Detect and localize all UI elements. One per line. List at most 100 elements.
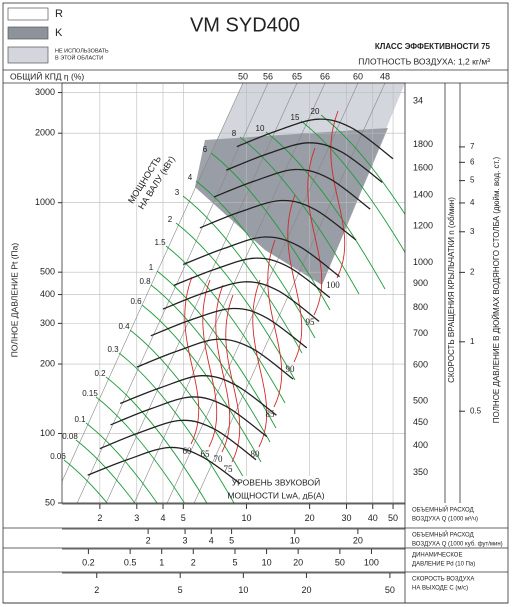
top-label: 34	[413, 95, 423, 105]
speed-label: 900	[413, 278, 428, 288]
power-line	[105, 376, 208, 503]
x-tick-label: 4	[209, 535, 214, 545]
speed-curve	[183, 236, 340, 278]
y2-tick-label: 6	[470, 157, 475, 166]
speed-curve	[119, 375, 277, 416]
x-tick-label: 5	[181, 513, 186, 523]
power-label: 0.15	[82, 389, 98, 398]
power-line	[150, 284, 271, 443]
sound-title: УРОВЕНЬ ЗВУКОВОЙ	[232, 476, 320, 487]
efficiency-line	[193, 83, 386, 503]
y2-tick-label: 2	[470, 267, 475, 276]
speed-curve	[136, 338, 294, 380]
power-line	[195, 180, 316, 339]
sound-line	[252, 279, 268, 448]
efficiency-line	[62, 83, 244, 483]
plot-frame	[61, 82, 406, 504]
speed-label: 1800	[413, 139, 433, 149]
efficiency-class: КЛАСС ЭФФЕКТИВНОСТИ 75	[375, 42, 491, 51]
power-line	[300, 120, 405, 254]
power-label: 8	[232, 129, 237, 138]
sound-label: 70	[214, 454, 224, 464]
efficiency-label: 60	[353, 71, 363, 81]
legend-swatch	[7, 26, 49, 40]
y2-tick-label: 4	[470, 198, 475, 207]
x-axis-label: ДАВЛЕНИЕ Pd (10 Па)	[412, 562, 475, 568]
speed-label: 1200	[413, 220, 433, 230]
power-label: 20	[311, 107, 320, 116]
speed-curve	[213, 168, 371, 210]
speed-curve	[150, 307, 308, 349]
x-tick-label: 10	[241, 513, 251, 523]
power-line	[118, 352, 235, 503]
efficiency-label: 48	[380, 71, 390, 81]
plot-area	[62, 83, 405, 503]
power-line	[265, 131, 386, 290]
y2-axis-label: ПОЛНОЕ ДАВЛЕНИЕ В ДЮЙМАХ ВОДЯНОГО СТОЛБА…	[492, 156, 501, 423]
speed-label: 400	[413, 440, 428, 450]
speed-label: 600	[413, 360, 428, 370]
speed-label: 1600	[413, 163, 433, 173]
power-line	[63, 459, 108, 503]
power-line	[182, 195, 303, 354]
power-label: 6	[203, 145, 208, 154]
x-axis-label: ОБЪЕМНЫЙ РАСХОД	[412, 506, 474, 514]
efficiency-label: 50	[238, 71, 248, 81]
x-axis-label: ДИНАМИЧЕСКОЕ	[412, 553, 462, 559]
power-line	[210, 152, 331, 311]
power-line	[95, 396, 185, 503]
x-tick-label: 3	[183, 535, 188, 545]
x-tick-label: 40	[368, 513, 378, 523]
legend-swatch	[7, 46, 49, 64]
y2-tick-label: 0.5	[470, 406, 482, 415]
x-tick-label: 3	[134, 513, 139, 523]
x-tick-label: 10	[238, 585, 248, 595]
sound-label: 100	[326, 280, 340, 290]
x-tick-label: 50	[385, 585, 395, 595]
y-tick-label: 50	[45, 497, 55, 507]
x-tick-label: 0.5	[124, 557, 137, 567]
x-tick-label: 10	[290, 535, 300, 545]
x-axis-label: СКОРОСТЬ ВОЗДУХА	[412, 577, 474, 583]
x-tick-label: 1	[159, 557, 164, 567]
y2-tick-label: 3	[470, 227, 475, 236]
legend-label: В ЭТОЙ ОБЛАСТИ	[55, 53, 103, 61]
x-axis-label: ВОЗДУХА Q (1000 м³/ч)	[412, 517, 478, 523]
x-tick-label: 2	[191, 557, 196, 567]
x-axis-label: ОБЪЕМНЫЙ РАСХОД	[412, 531, 474, 539]
power-line	[85, 422, 158, 503]
speed-label: 350	[413, 467, 428, 477]
speed-curve	[99, 419, 257, 461]
y-tick-label: 3000	[35, 87, 55, 97]
speed-curve	[199, 199, 357, 241]
efficiency-label: 66	[320, 71, 330, 81]
legend-label: K	[55, 27, 63, 39]
sound-title: МОЩНОСТИ LwA, дБ(А)	[227, 490, 324, 500]
power-label: 0.06	[50, 452, 66, 461]
speed-curve	[87, 446, 245, 487]
y-tick-label: 1000	[35, 197, 55, 207]
x-tick-label: 20	[293, 557, 303, 567]
speed-curve	[110, 396, 268, 438]
legend-swatch	[7, 7, 49, 21]
power-label: 1	[149, 263, 154, 272]
y-tick-label: 2000	[35, 128, 55, 138]
speed-axis-label: СКОРОСТЬ ВРАЩЕНИЯ КРЫЛЬЧАТКИ n (об/мин)	[447, 197, 456, 383]
y2-tick-label: 7	[470, 142, 475, 151]
y-axis-label: ПОЛНОЕ ДАВЛЕНИЕ Pt (Па)	[9, 243, 19, 358]
x-tick-label: 50	[335, 557, 345, 567]
x-tick-label: 5	[233, 557, 238, 567]
legend-label: R	[55, 8, 63, 20]
x-tick-label: 100	[364, 557, 379, 567]
y-tick-label: 300	[40, 318, 55, 328]
efficiency-label: 56	[263, 71, 273, 81]
speed-label: 800	[413, 302, 428, 312]
power-label: 1.5	[154, 238, 166, 247]
x-tick-label: 4	[160, 513, 165, 523]
x-tick-label: 0.2	[82, 557, 95, 567]
sound-label: 90	[286, 364, 296, 374]
power-label: 0.1	[74, 415, 86, 424]
speed-curve	[236, 118, 394, 160]
sound-label: 95	[306, 317, 316, 327]
